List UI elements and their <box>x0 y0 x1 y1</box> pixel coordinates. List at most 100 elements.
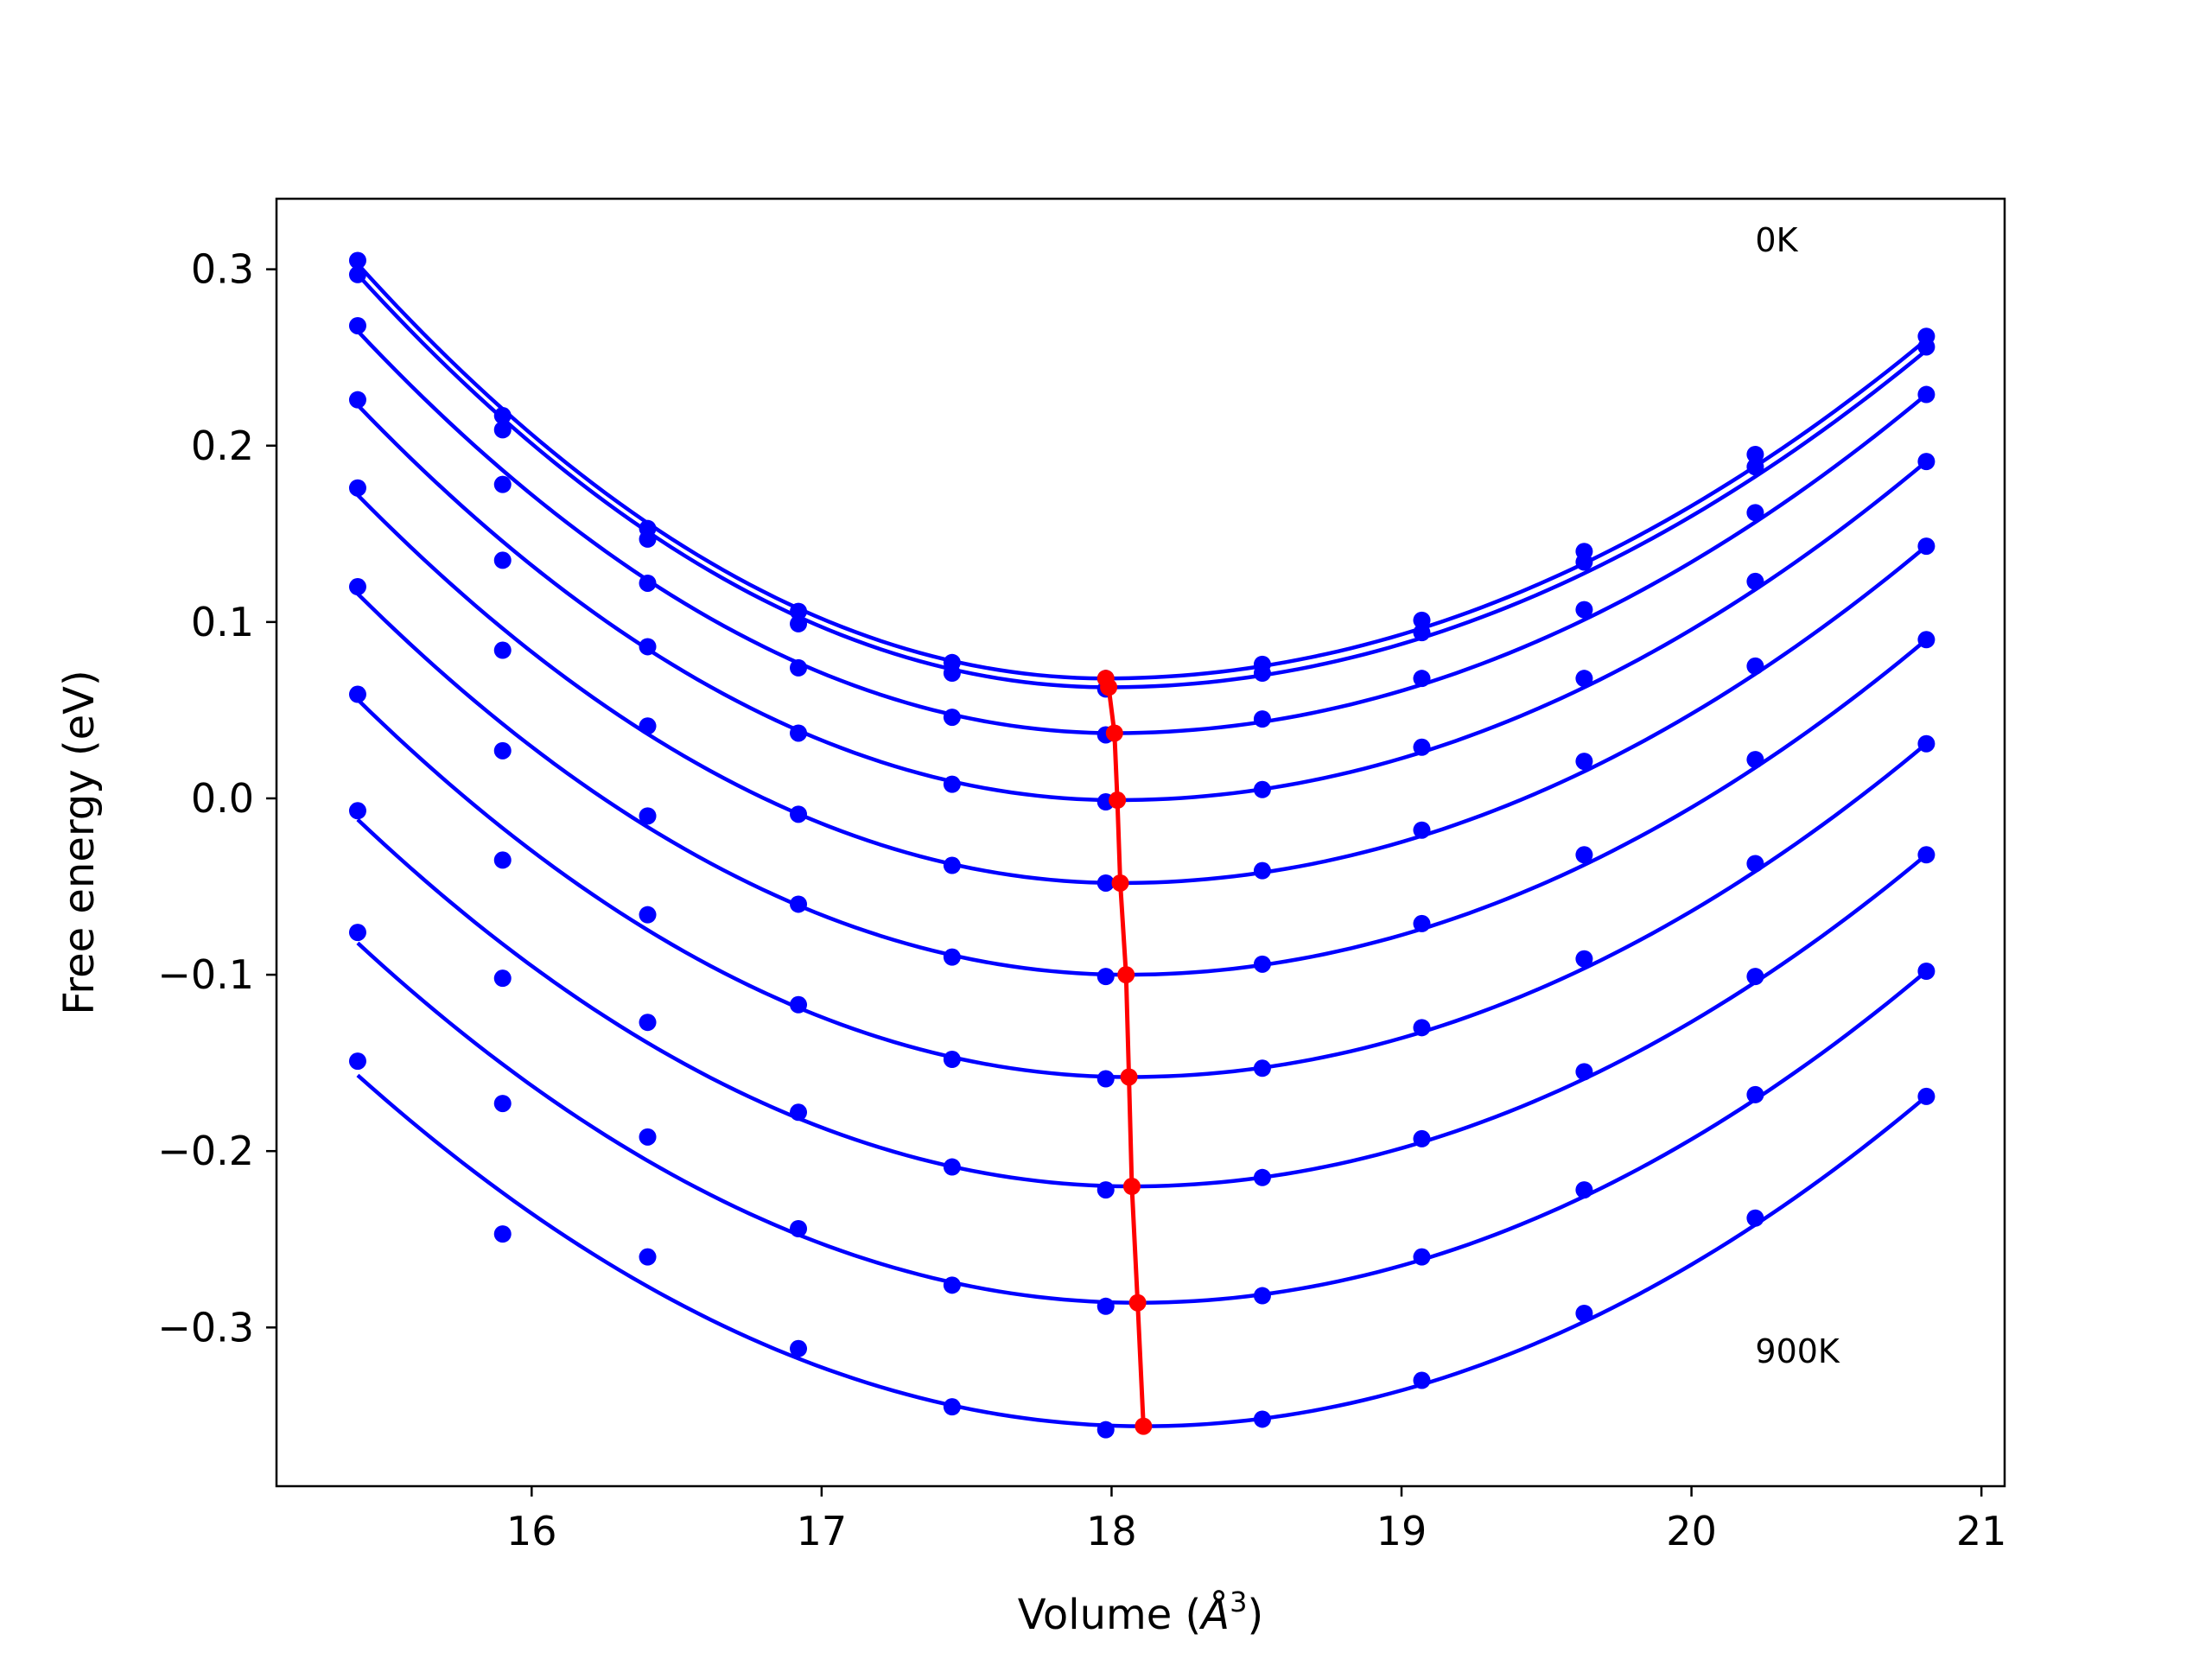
data-point-9-10 <box>1917 1087 1936 1105</box>
data-point-7-2 <box>639 1014 657 1032</box>
data-point-3-2 <box>639 638 657 656</box>
y-tick-label-3: 0.0 <box>191 775 254 822</box>
data-point-3-1 <box>493 551 512 569</box>
data-point-6-6 <box>1253 1059 1271 1077</box>
data-point-1-8 <box>1575 553 1593 571</box>
minima-path <box>1103 677 1146 1427</box>
data-point-0-1 <box>493 407 512 425</box>
data-point-6-5 <box>1096 1070 1115 1088</box>
data-point-1-9 <box>1746 458 1764 476</box>
data-point-1-10 <box>1917 338 1936 356</box>
data-point-7-6 <box>1253 1168 1271 1186</box>
data-point-6-9 <box>1746 855 1764 873</box>
minimum-point-6 <box>1120 1068 1138 1086</box>
fit-curve-1 <box>356 273 1928 690</box>
data-point-2-8 <box>1575 601 1593 619</box>
data-point-3-7 <box>1413 738 1431 756</box>
fit-curve-7 <box>356 817 1928 1189</box>
data-point-5-10 <box>1917 631 1936 649</box>
data-point-4-3 <box>790 805 808 823</box>
data-point-8-8 <box>1575 1181 1593 1199</box>
minimum-point-1 <box>1100 678 1118 696</box>
data-point-5-8 <box>1575 846 1593 864</box>
annotation-900k: 900K <box>1755 1332 1840 1370</box>
minimum-point-3 <box>1109 791 1127 810</box>
data-point-0-0 <box>348 251 366 270</box>
data-point-5-5 <box>1096 968 1115 986</box>
data-point-4-6 <box>1253 861 1271 880</box>
data-point-3-9 <box>1746 572 1764 590</box>
data-point-8-7 <box>1413 1248 1431 1266</box>
data-point-8-1 <box>493 1095 512 1113</box>
data-point-2-1 <box>493 475 512 493</box>
data-point-9-1 <box>493 1225 512 1243</box>
data-point-7-8 <box>1575 1063 1593 1081</box>
data-point-3-3 <box>790 724 808 742</box>
data-point-2-10 <box>1917 385 1936 404</box>
data-point-1-3 <box>790 614 808 632</box>
x-tick-label-0: 16 <box>506 1508 557 1554</box>
data-point-6-1 <box>493 851 512 869</box>
x-tick-label-2: 18 <box>1086 1508 1137 1554</box>
minima-line <box>1096 670 1153 1435</box>
y-tick-label-0: 0.3 <box>191 246 254 293</box>
data-point-9-5 <box>1096 1421 1115 1439</box>
data-point-4-8 <box>1575 753 1593 771</box>
y-tick-label-5: −0.2 <box>157 1128 254 1174</box>
data-point-8-3 <box>790 1220 808 1237</box>
data-point-7-1 <box>493 969 512 988</box>
data-point-8-4 <box>943 1276 961 1294</box>
data-point-2-3 <box>790 658 808 677</box>
y-tick-label-6: −0.3 <box>157 1304 254 1351</box>
minimum-point-5 <box>1117 966 1135 984</box>
data-point-8-2 <box>639 1128 657 1146</box>
data-point-9-9 <box>1746 1209 1764 1227</box>
data-point-1-4 <box>943 664 961 683</box>
data-point-5-1 <box>493 741 512 760</box>
data-point-5-0 <box>348 578 366 596</box>
data-point-7-7 <box>1413 1129 1431 1147</box>
data-point-6-2 <box>639 906 657 924</box>
y-axis-label: Free energy (eV) <box>55 670 104 1014</box>
data-point-6-3 <box>790 995 808 1014</box>
data-point-0-7 <box>1413 611 1431 629</box>
data-point-7-10 <box>1917 846 1936 864</box>
data-point-6-4 <box>943 1051 961 1069</box>
data-point-7-9 <box>1746 968 1764 986</box>
data-point-9-8 <box>1575 1304 1593 1322</box>
minimum-point-9 <box>1135 1417 1153 1435</box>
data-point-1-7 <box>1413 624 1431 642</box>
data-point-2-7 <box>1413 670 1431 688</box>
data-point-4-1 <box>493 641 512 659</box>
fit-curve-5 <box>356 592 1928 977</box>
y-tick-label-2: 0.1 <box>191 599 254 645</box>
x-axis-label: Volume (Å3) <box>1018 1586 1263 1639</box>
data-point-4-2 <box>639 717 657 735</box>
data-point-4-10 <box>1917 537 1936 556</box>
data-point-7-0 <box>348 802 366 820</box>
x-tick-label-4: 20 <box>1666 1508 1717 1554</box>
data-point-5-7 <box>1413 914 1431 932</box>
data-point-2-6 <box>1253 710 1271 728</box>
plot-frame <box>275 197 2006 1488</box>
x-axis-ticks: 16 17 18 19 20 21 <box>506 1486 2006 1554</box>
data-point-2-4 <box>943 709 961 727</box>
minimum-point-8 <box>1128 1294 1147 1312</box>
data-point-6-0 <box>348 685 366 703</box>
data-point-8-6 <box>1253 1287 1271 1305</box>
fit-curve-3 <box>356 404 1928 803</box>
data-point-7-3 <box>790 1103 808 1122</box>
data-point-3-4 <box>943 775 961 793</box>
data-point-7-4 <box>943 1158 961 1176</box>
data-point-5-6 <box>1253 955 1271 973</box>
data-point-3-10 <box>1917 453 1936 471</box>
minimum-point-7 <box>1122 1178 1141 1196</box>
data-point-1-6 <box>1253 664 1271 683</box>
fit-curve-6 <box>356 698 1928 1079</box>
data-point-8-9 <box>1746 1085 1764 1103</box>
data-point-5-4 <box>943 948 961 966</box>
minimum-point-2 <box>1105 724 1123 742</box>
x-tick-label-5: 21 <box>1956 1508 2007 1554</box>
fit-curve-0 <box>356 263 1928 681</box>
